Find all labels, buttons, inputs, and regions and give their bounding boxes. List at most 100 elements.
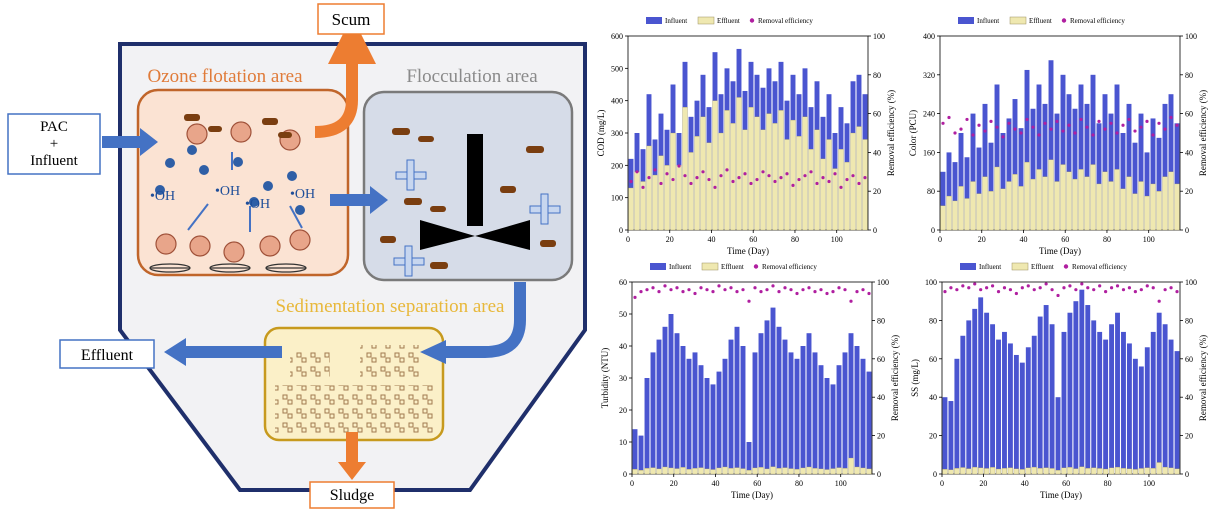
ytick-label: 80: [929, 316, 937, 325]
removal-point: [1145, 284, 1149, 288]
effluent-bar: [1012, 174, 1018, 231]
influent-bar: [1114, 84, 1120, 230]
effluent-bar: [1036, 169, 1042, 231]
effluent-bar: [766, 113, 772, 231]
removal-point: [833, 172, 837, 176]
y2-axis-label: Removal efficiency (%): [1198, 335, 1208, 421]
ytick-label: 400: [611, 97, 623, 106]
effluent-bar: [680, 467, 686, 475]
removal-point: [1109, 286, 1114, 290]
influent-bar: [1043, 305, 1049, 474]
removal-point: [1074, 288, 1078, 292]
removal-point: [990, 284, 995, 288]
removal-point: [735, 290, 739, 294]
effluent-bar: [806, 466, 812, 475]
effluent-bar: [772, 123, 778, 231]
xtick-label: 60: [1062, 479, 1070, 488]
effluent-bar: [1132, 193, 1138, 231]
effluent-bar: [736, 97, 742, 231]
effluent-bar: [1138, 468, 1144, 475]
ytick-label: 160: [923, 148, 935, 157]
influent-bar: [1126, 343, 1132, 474]
up-arrows: [187, 152, 303, 232]
removal-point: [863, 176, 867, 180]
influent-bar: [1060, 74, 1066, 230]
effluent-bar: [844, 161, 850, 231]
removal-point: [657, 290, 661, 294]
influent-bar: [638, 435, 644, 474]
removal-point: [1020, 286, 1024, 290]
xtick-label: 100: [1143, 235, 1155, 244]
influent-bar: [1132, 142, 1138, 230]
ozone-bubbles: [155, 145, 305, 215]
ytick-label: 0: [623, 470, 627, 479]
x-axis-label: Time (Day): [731, 490, 773, 500]
influent-bar: [812, 352, 818, 474]
effluent-bar: [1168, 467, 1174, 475]
influent-bar: [1019, 362, 1025, 474]
removal-point: [1013, 127, 1017, 131]
ytick-label: 200: [611, 161, 623, 170]
influent-bar: [1049, 324, 1055, 474]
y2tick-label: 80: [1185, 316, 1193, 325]
influent-bar: [680, 346, 686, 474]
effluent-bar: [995, 468, 1002, 475]
effluent-bar: [718, 132, 724, 231]
removal-point: [737, 176, 741, 180]
effluent-bar: [1126, 176, 1132, 231]
plot-area: [941, 281, 1181, 475]
removal-point: [857, 181, 861, 186]
influent-bar: [1054, 113, 1060, 230]
flocculation-contents: [380, 128, 561, 277]
influent-bar: [994, 84, 1000, 230]
removal-point: [1133, 129, 1137, 133]
legend-swatch-removal: [749, 18, 755, 23]
xtick-label: 40: [1021, 479, 1029, 488]
ytick-label: 300: [611, 129, 623, 138]
removal-point: [977, 123, 981, 127]
removal-point: [807, 286, 811, 290]
removal-point: [707, 177, 711, 182]
scum-label: Scum: [332, 10, 371, 29]
xtick-label: 40: [711, 479, 719, 488]
effluent-bar: [640, 181, 646, 231]
removal-point: [1038, 286, 1042, 290]
pac-crosses: [393, 159, 561, 277]
influent-bar: [954, 358, 960, 474]
ytick-label: 20: [619, 406, 627, 415]
removal-point: [1085, 125, 1089, 129]
effluent-bar: [712, 100, 718, 231]
removal-point: [795, 291, 799, 296]
legend-removal: Removal efficiency: [1072, 263, 1127, 271]
removal-point: [669, 288, 673, 292]
effluent-bar: [784, 139, 790, 231]
effluent-bar: [698, 467, 704, 475]
effluent-bar: [1114, 169, 1120, 231]
influent-bar: [704, 378, 710, 474]
y2tick-label: 60: [877, 355, 885, 364]
removal-point: [855, 290, 859, 294]
removal-point: [1001, 135, 1005, 139]
xtick-label: 60: [1061, 235, 1069, 244]
effluent-bar: [670, 132, 676, 231]
xtick-label: 0: [938, 235, 942, 244]
removal-point: [1163, 288, 1167, 292]
effluent-bar: [652, 174, 658, 231]
influent-bar: [1174, 123, 1180, 230]
svg-text:•OH: •OH: [150, 189, 175, 204]
y-axis-label: COD (mg/L): [596, 110, 606, 157]
flocculation-title: Flocculation area: [406, 66, 538, 87]
ytick-label: 40: [929, 393, 937, 402]
influent-bar: [988, 142, 994, 230]
removal-point: [1044, 282, 1048, 286]
effluent-bar: [1103, 468, 1109, 475]
y2tick-label: 100: [877, 278, 889, 287]
effluent-bar: [1072, 178, 1078, 231]
removal-point: [647, 176, 651, 180]
y2tick-label: 20: [1185, 432, 1193, 441]
effluent-bar: [1079, 466, 1085, 475]
removal-point: [1008, 288, 1013, 292]
legend-swatch-effluent: [1011, 262, 1029, 271]
influent-bar: [1091, 320, 1097, 474]
removal-point: [689, 181, 693, 186]
